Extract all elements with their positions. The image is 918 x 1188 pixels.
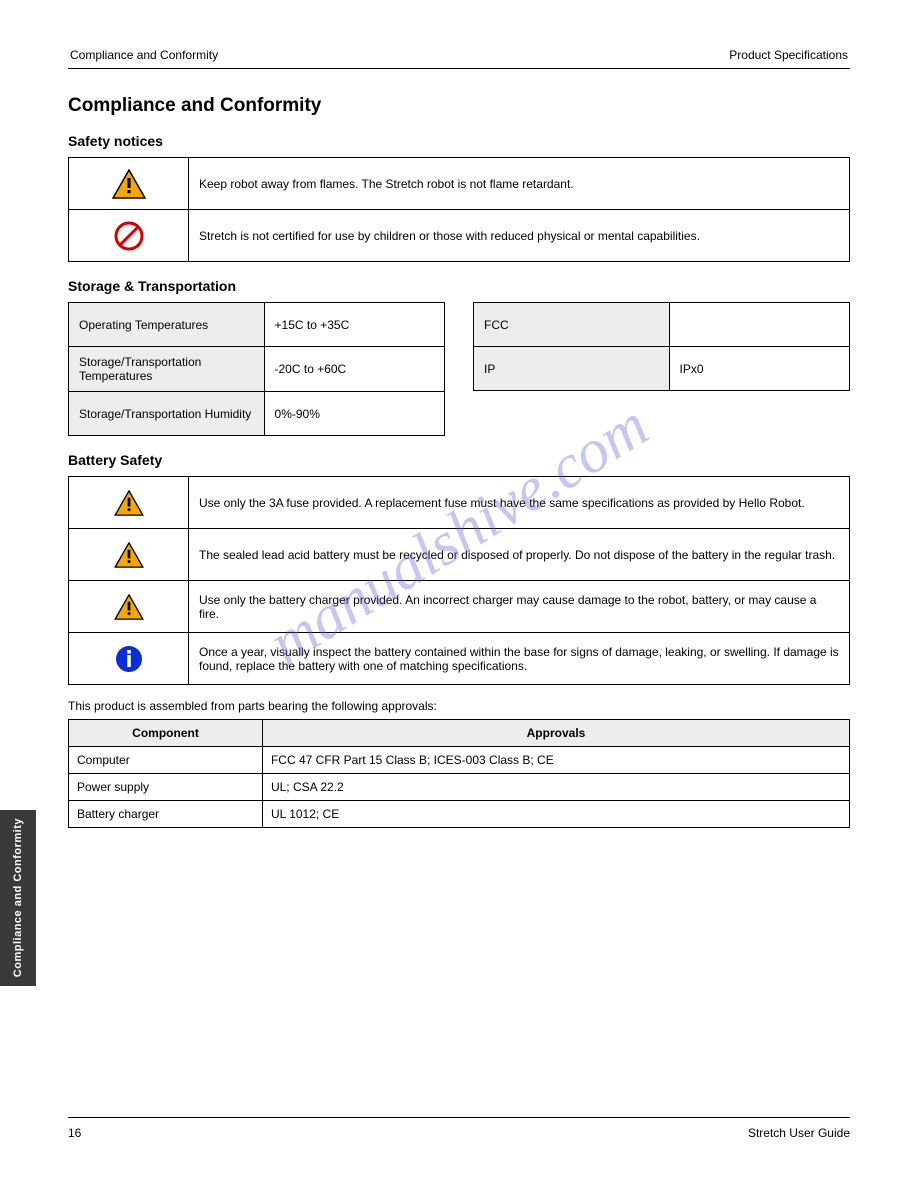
table-row: Storage/Transportation Humidity 0%-90% [69,392,445,436]
spec-value: -20C to +60C [264,347,444,392]
spec-label: Storage/Transportation Humidity [69,392,265,436]
table-row: FCC [474,303,850,347]
safety-notice-text: Stretch is not certified for use by chil… [189,210,850,262]
storage-right-table: FCC IP IPx0 [473,302,850,391]
spec-label: FCC [474,303,670,347]
header-rule [68,68,850,69]
battery-notice-text: Use only the battery charger provided. A… [189,581,850,633]
approvals-values: UL; CSA 22.2 [262,774,849,801]
spec-value: IPx0 [669,347,849,391]
table-row: IP IPx0 [474,347,850,391]
table-row: Once a year, visually inspect the batter… [69,633,850,685]
approvals-intro: This product is assembled from parts bea… [68,699,850,713]
table-row: Computer FCC 47 CFR Part 15 Class B; ICE… [69,747,850,774]
page-footer: 16 Stretch User Guide [68,1126,850,1140]
table-row: The sealed lead acid battery must be rec… [69,529,850,581]
approvals-component: Computer [69,747,263,774]
header-right: Product Specifications [729,48,848,62]
warning-icon [69,158,189,210]
approvals-table: Component Approvals Computer FCC 47 CFR … [68,719,850,828]
storage-left-table: Operating Temperatures +15C to +35C Stor… [68,302,445,436]
table-row: Use only the battery charger provided. A… [69,581,850,633]
footer-page-number: 16 [68,1126,81,1140]
table-row: Battery charger UL 1012; CE [69,801,850,828]
table-row: Storage/Transportation Temperatures -20C… [69,347,445,392]
approvals-component: Battery charger [69,801,263,828]
page-content: Compliance and Conformity Product Specif… [0,0,918,876]
warning-icon [69,529,189,581]
approvals-component: Power supply [69,774,263,801]
header-left: Compliance and Conformity [70,48,218,62]
safety-notices-title: Safety notices [68,133,850,149]
spec-value: 0%-90% [264,392,444,436]
page-header: Compliance and Conformity Product Specif… [68,48,850,62]
safety-notices-table: Keep robot away from flames. The Stretch… [68,157,850,262]
spec-label: IP [474,347,670,391]
spec-label: Storage/Transportation Temperatures [69,347,265,392]
mandatory-icon [69,633,189,685]
battery-safety-title: Battery Safety [68,452,850,468]
battery-notice-text: The sealed lead acid battery must be rec… [189,529,850,581]
battery-safety-table: Use only the 3A fuse provided. A replace… [68,476,850,685]
battery-notice-text: Once a year, visually inspect the batter… [189,633,850,685]
footer-doc-title: Stretch User Guide [748,1126,850,1140]
table-row: Power supply UL; CSA 22.2 [69,774,850,801]
storage-transport-tables: Operating Temperatures +15C to +35C Stor… [68,302,850,436]
warning-icon [69,581,189,633]
spec-label: Operating Temperatures [69,303,265,347]
spec-value [669,303,849,347]
approvals-values: UL 1012; CE [262,801,849,828]
storage-transport-title: Storage & Transportation [68,278,850,294]
table-row: Operating Temperatures +15C to +35C [69,303,445,347]
table-row: Use only the 3A fuse provided. A replace… [69,477,850,529]
table-row: Stretch is not certified for use by chil… [69,210,850,262]
approvals-header-component: Component [69,720,263,747]
warning-icon [69,477,189,529]
approvals-header-approvals: Approvals [262,720,849,747]
battery-notice-text: Use only the 3A fuse provided. A replace… [189,477,850,529]
approvals-values: FCC 47 CFR Part 15 Class B; ICES-003 Cla… [262,747,849,774]
table-header-row: Component Approvals [69,720,850,747]
prohibit-icon [69,210,189,262]
spec-value: +15C to +35C [264,303,444,347]
section-title: Compliance and Conformity [68,95,850,117]
safety-notice-text: Keep robot away from flames. The Stretch… [189,158,850,210]
footer-rule [68,1117,850,1118]
table-row: Keep robot away from flames. The Stretch… [69,158,850,210]
